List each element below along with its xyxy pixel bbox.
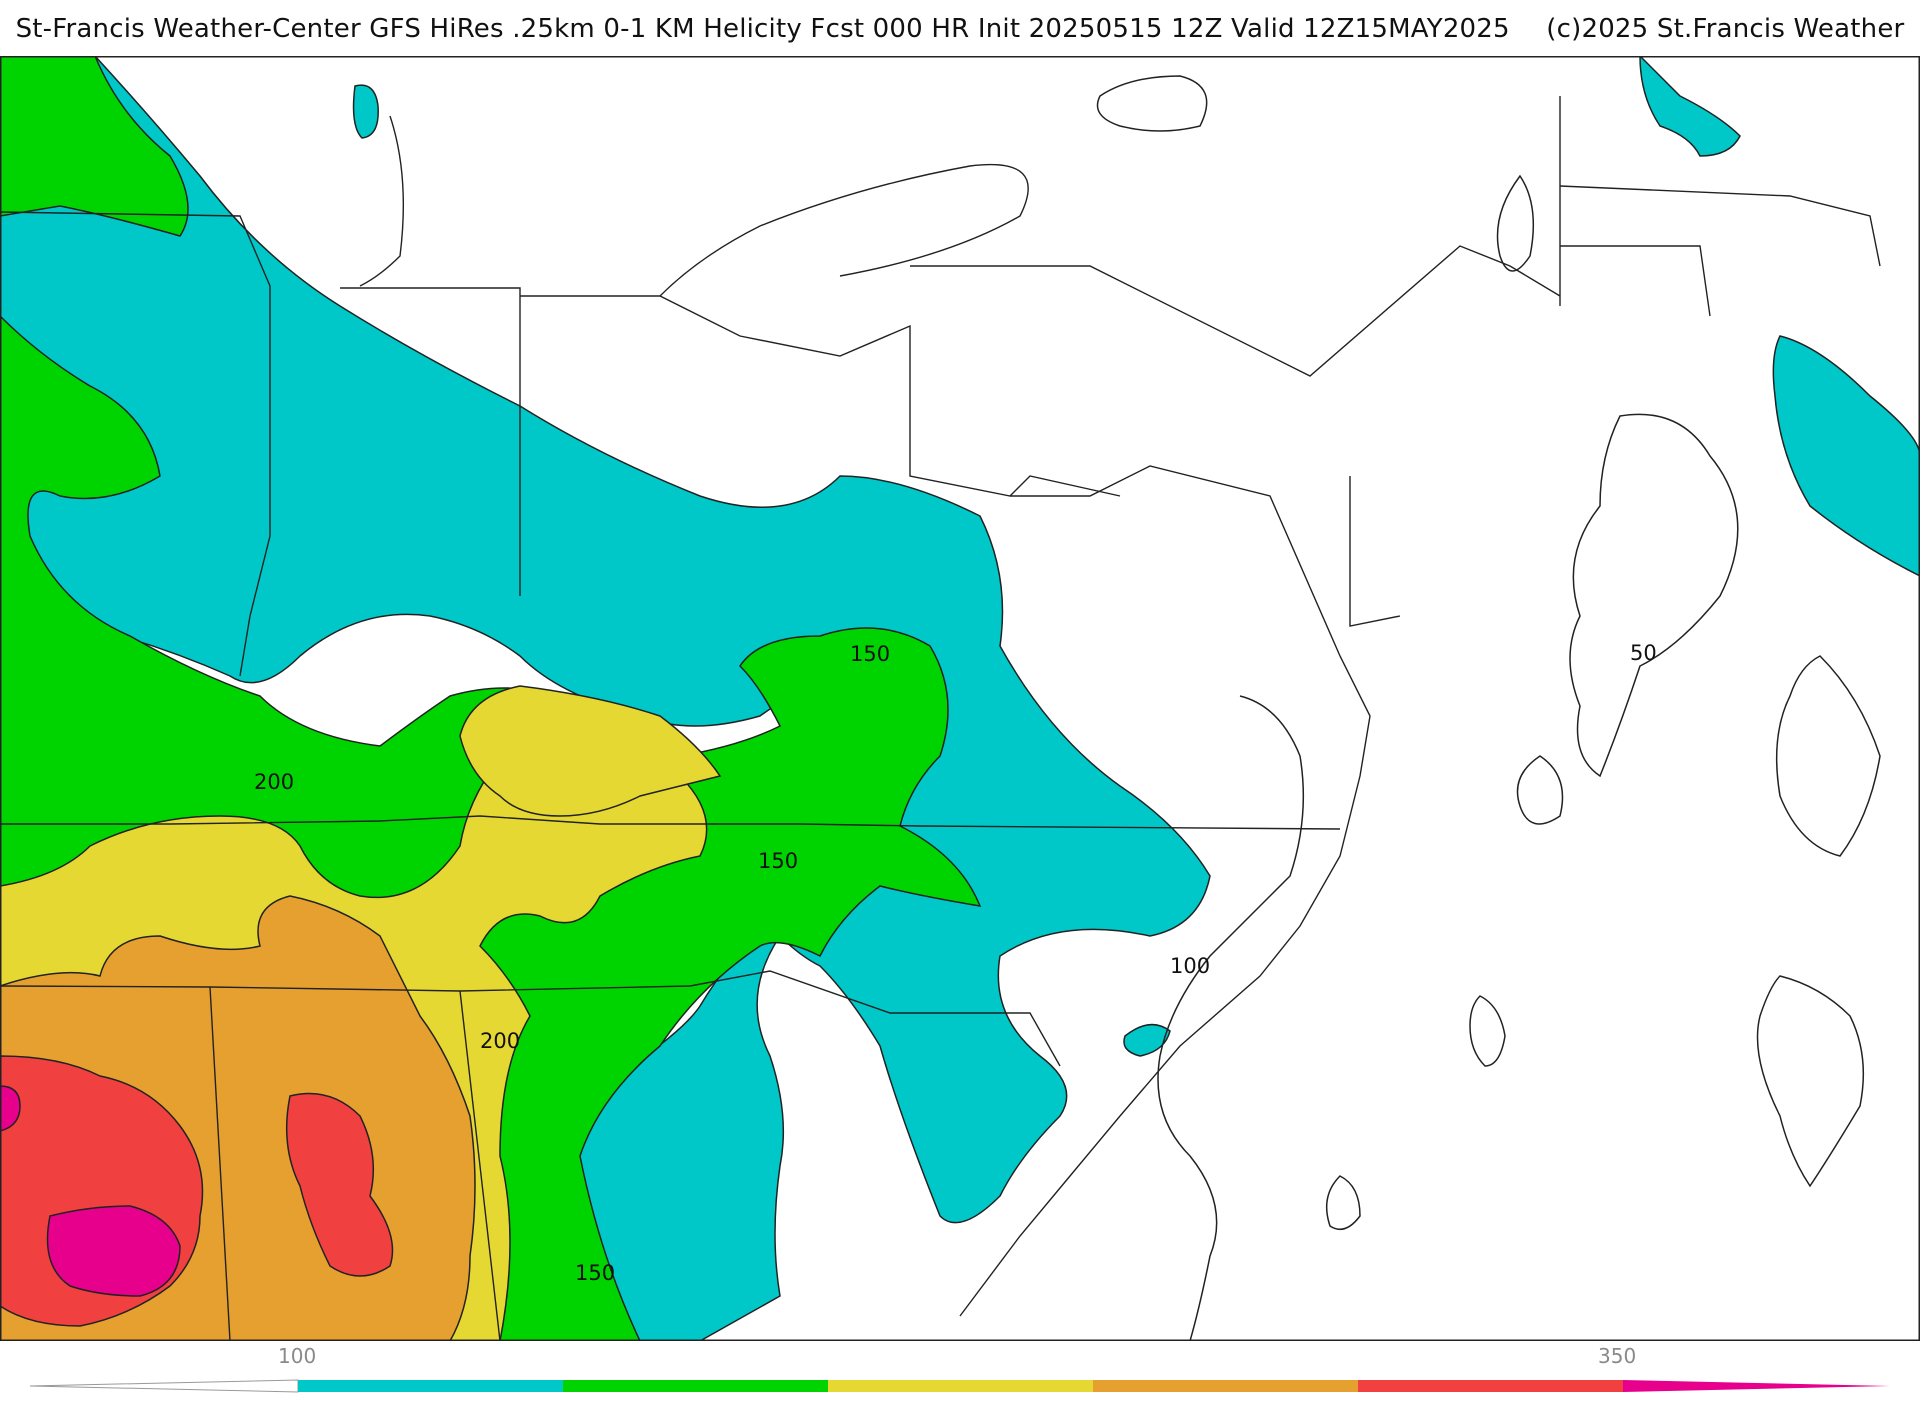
colorbar-segment — [1358, 1380, 1623, 1392]
cell-ne-vt — [1639, 54, 1741, 157]
contour-label: 200 — [254, 770, 294, 794]
colorbar-segment — [298, 1380, 563, 1392]
contour-label: 150 — [850, 642, 890, 666]
contour-label: 150 — [758, 849, 798, 873]
fill-200-250-ky — [459, 685, 722, 817]
copyright-text: (c)2025 St.Francis Weather — [1546, 14, 1905, 44]
colorbar — [29, 1379, 1890, 1393]
map-title-text: St-Francis Weather-Center GFS HiRes .25k… — [15, 14, 1510, 44]
colorbar-segment — [563, 1380, 828, 1392]
contour-label: 100 — [1170, 954, 1210, 978]
contours-50 — [1096, 75, 1881, 1342]
contour-label: 200 — [480, 1029, 520, 1053]
fill-350plus-edge — [0, 1085, 21, 1132]
colorbar-tick-right: 350 — [1598, 1344, 1637, 1368]
colorbar-segment — [828, 1380, 1093, 1392]
fill-350plus — [46, 1205, 181, 1297]
cell-nc — [1123, 1023, 1171, 1057]
cell-mi — [352, 84, 379, 139]
helicity-map: 150 200 150 200 100 150 50 — [0, 54, 1920, 1342]
cell-ne-ocean — [1772, 335, 1920, 577]
map-border — [0, 56, 1920, 1341]
map-title: St-Francis Weather-Center GFS HiRes .25k… — [0, 14, 1920, 44]
contour-label: 150 — [575, 1261, 615, 1285]
colorbar-tick-left: 100 — [278, 1344, 317, 1368]
fill-300-350-east — [285, 1092, 394, 1277]
colorbar-left-arrow — [29, 1379, 299, 1393]
colorbar-segment — [1093, 1380, 1358, 1392]
fill-100-150 — [0, 55, 1211, 1342]
colorbar-right-arrow — [1623, 1380, 1890, 1392]
contour-labels: 150 200 150 200 100 150 50 — [254, 641, 1657, 1285]
contour-label: 50 — [1630, 641, 1657, 665]
state-borders — [0, 96, 1881, 1342]
map-frame: 150 200 150 200 100 150 50 — [0, 54, 1920, 1342]
